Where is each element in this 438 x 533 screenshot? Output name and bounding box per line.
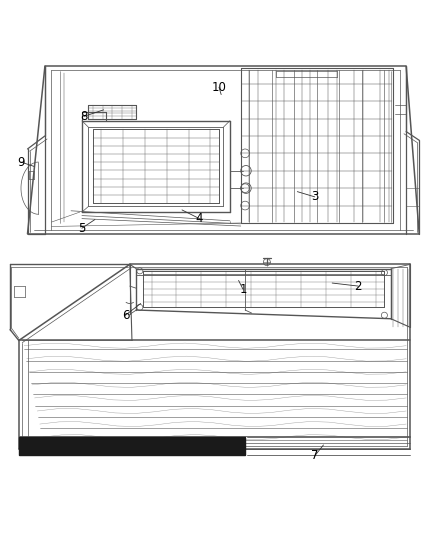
Text: 5: 5 xyxy=(78,222,85,235)
Text: 4: 4 xyxy=(196,212,203,225)
Bar xyxy=(19,437,245,455)
Text: 9: 9 xyxy=(17,156,25,168)
Text: 8: 8 xyxy=(81,110,88,123)
Text: 3: 3 xyxy=(311,190,318,204)
Text: 6: 6 xyxy=(122,309,129,322)
Text: 10: 10 xyxy=(212,80,226,94)
Text: 2: 2 xyxy=(354,280,362,293)
Text: 7: 7 xyxy=(311,449,318,462)
Text: 1: 1 xyxy=(239,282,247,296)
